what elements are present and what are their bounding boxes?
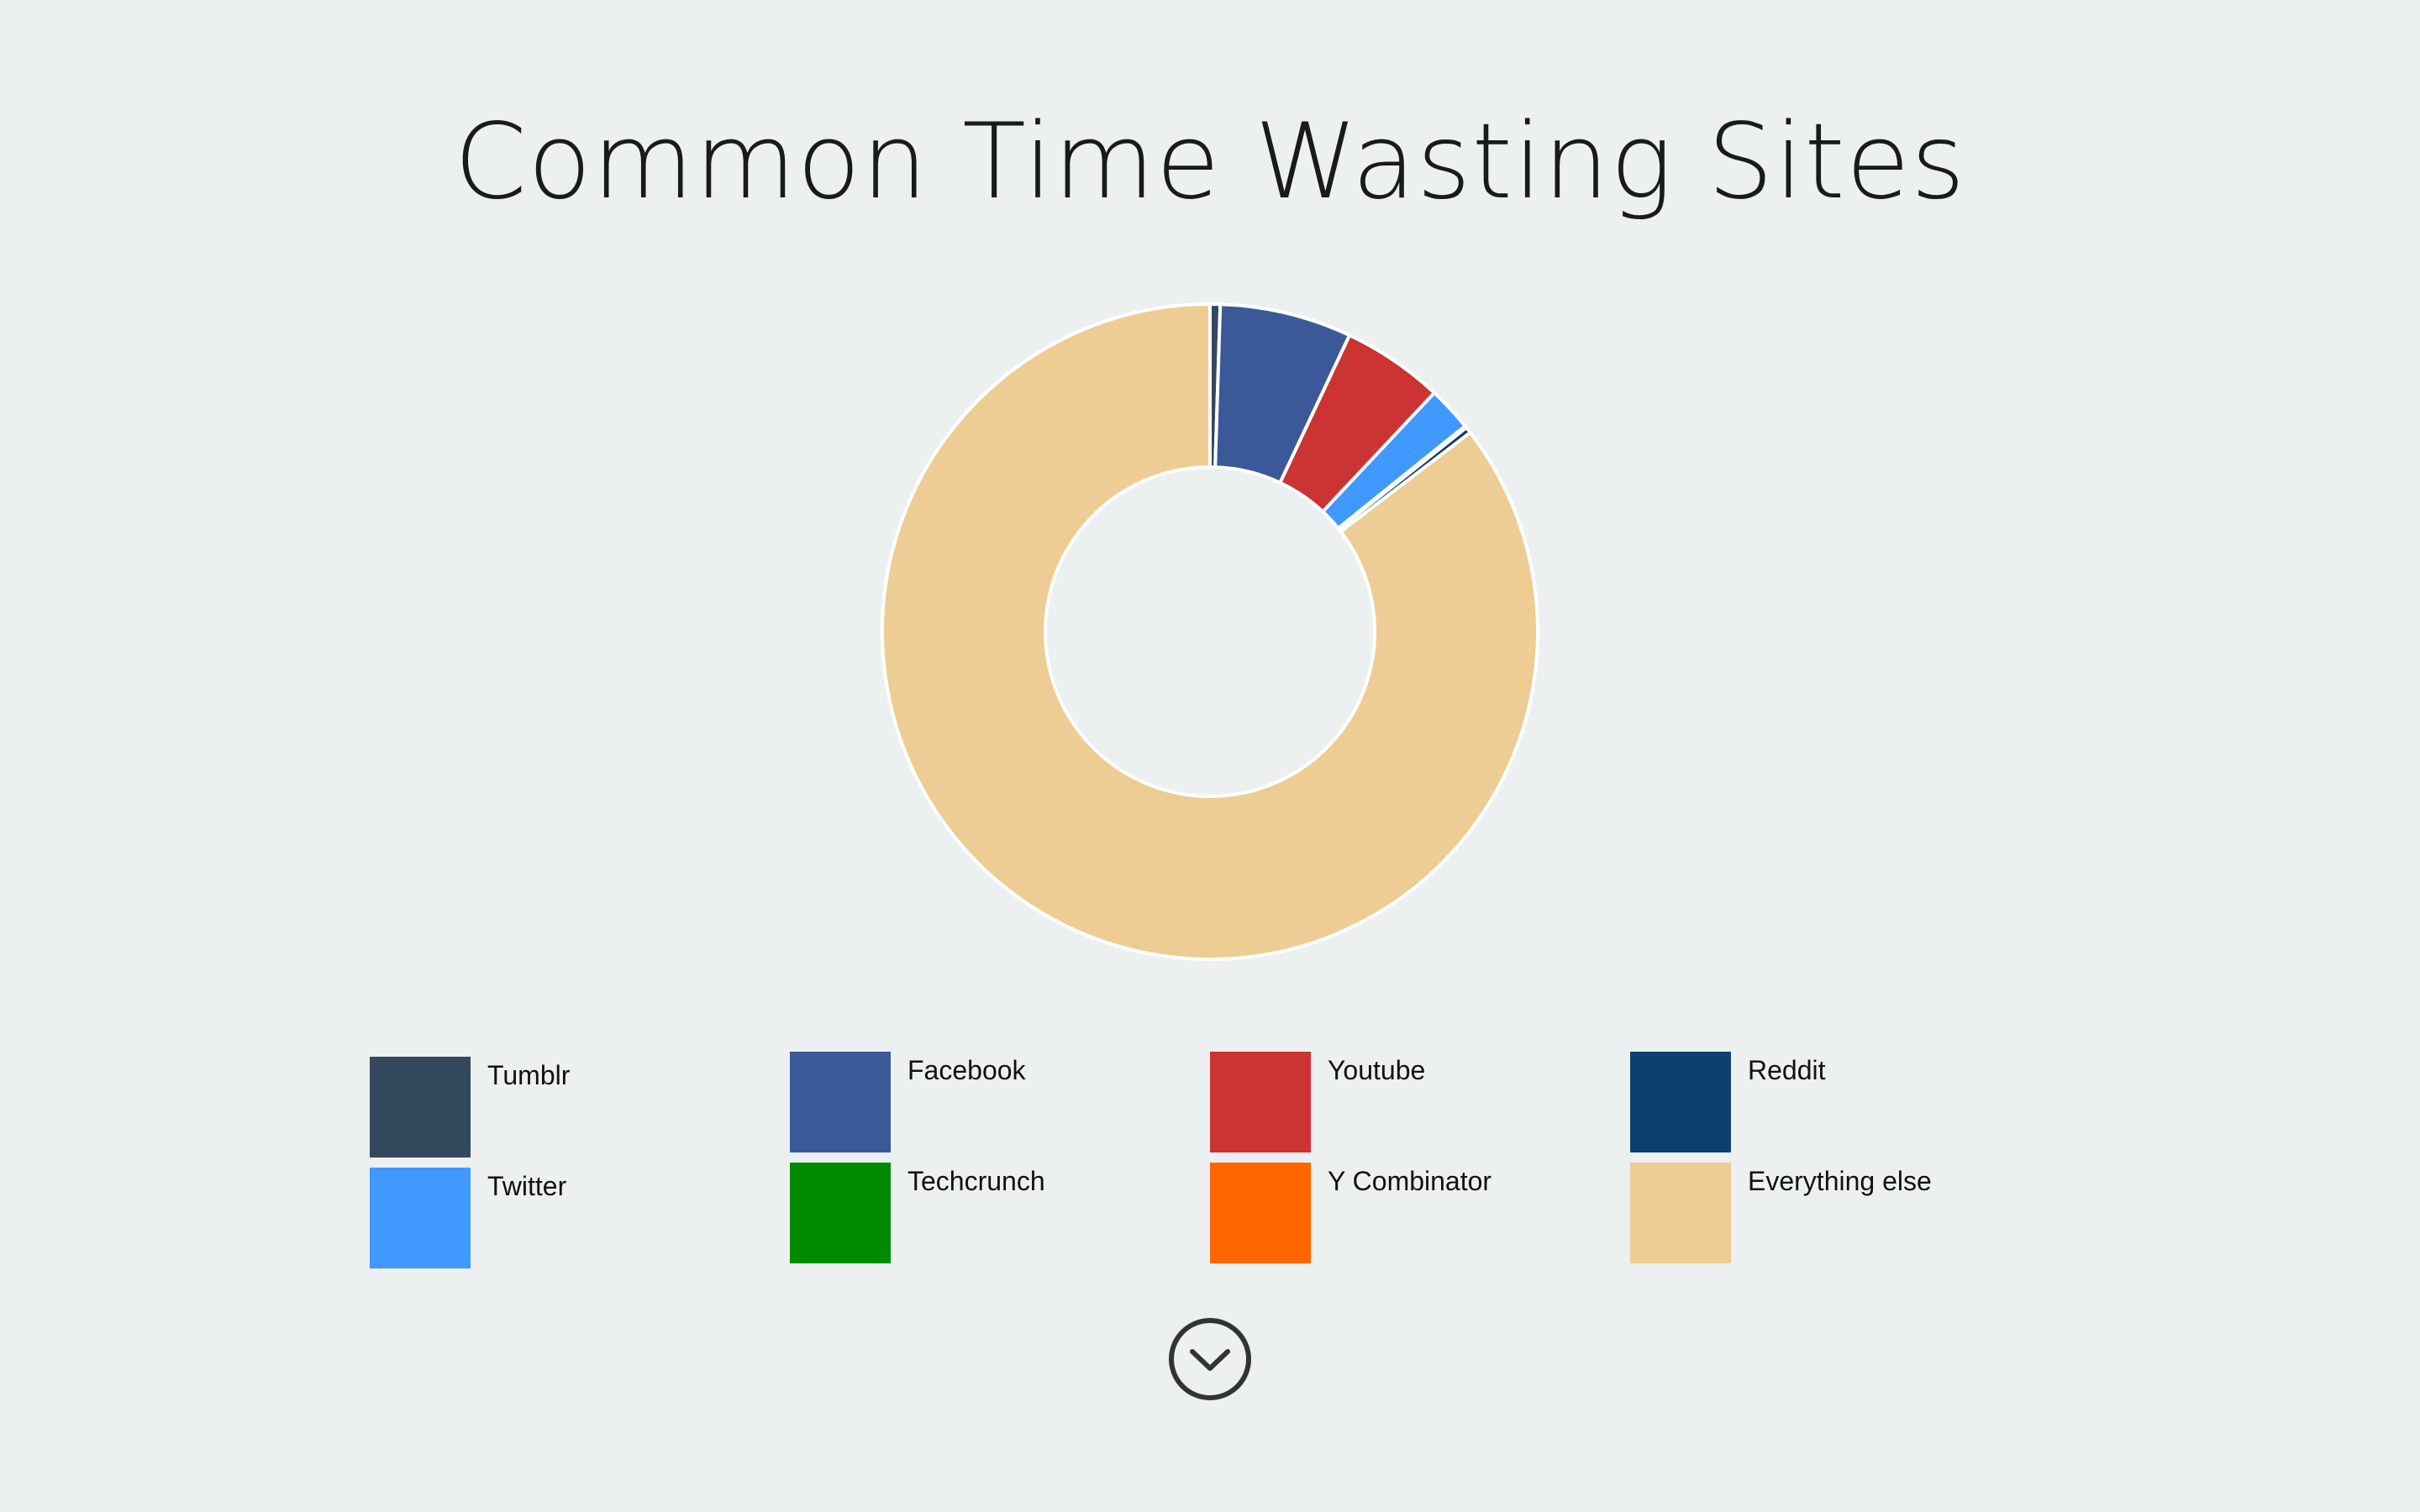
legend-swatch-reddit [1630, 1052, 1731, 1152]
legend-label-facebook: Facebook [908, 1055, 1026, 1085]
legend-swatch-techcrunch [790, 1163, 891, 1263]
legend-swatch-twitter [370, 1168, 471, 1268]
legend-swatch-facebook [790, 1052, 891, 1152]
chart-title: Common Time Wasting Sites [454, 102, 1966, 223]
legend-label-tumblr: Tumblr [487, 1060, 571, 1090]
chevron-down-circle-icon [1169, 1318, 1251, 1400]
legend-swatch-y-combinator [1210, 1163, 1311, 1263]
legend-swatch-everything-else [1630, 1163, 1731, 1263]
donut-slice-everything-else[interactable] [881, 302, 1539, 961]
legend-swatch-youtube [1210, 1052, 1311, 1152]
legend-label-techcrunch: Techcrunch [908, 1166, 1045, 1196]
scroll-down-button[interactable] [1168, 1317, 1252, 1401]
legend-label-reddit: Reddit [1748, 1055, 1826, 1085]
legend-swatch-tumblr [370, 1057, 471, 1158]
legend-label-y-combinator: Y Combinator [1328, 1166, 1492, 1196]
legend-label-everything-else: Everything else [1748, 1166, 1932, 1196]
legend-label-twitter: Twitter [487, 1171, 567, 1201]
legend-label-youtube: Youtube [1328, 1055, 1426, 1085]
